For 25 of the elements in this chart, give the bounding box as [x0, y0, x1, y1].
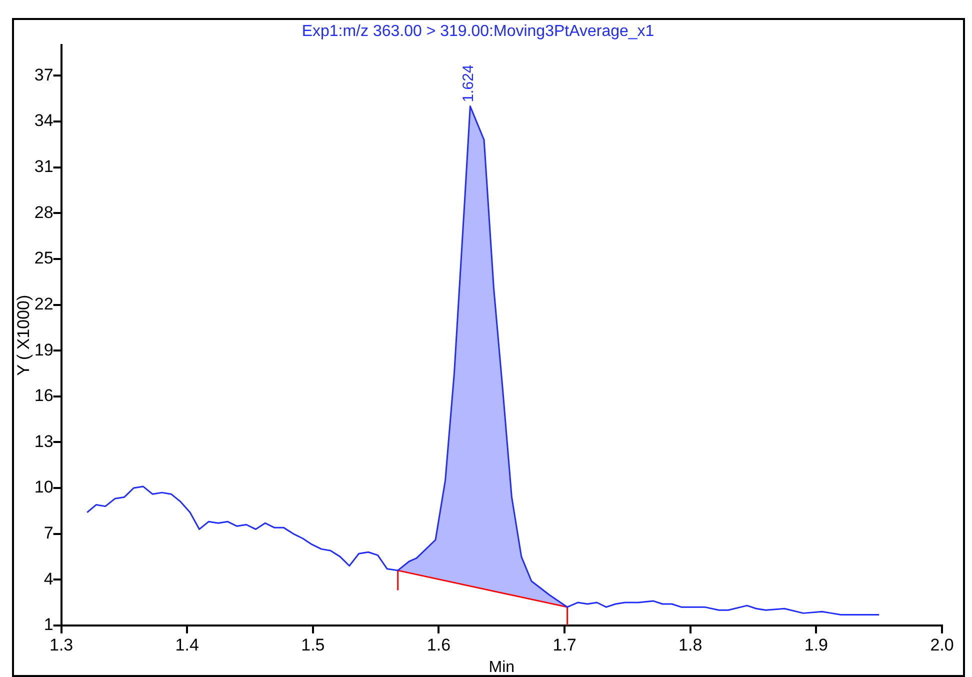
x-tick-label: 1.9: [804, 635, 828, 654]
x-axis-title: Min: [488, 658, 515, 676]
y-tick-label: 25: [34, 248, 54, 268]
y-axis-title: Y ( X1000): [14, 294, 33, 376]
y-tick-label: 1: [44, 615, 54, 634]
x-tick-label: 1.6: [426, 635, 451, 654]
x-tick-label: 1.3: [49, 635, 74, 654]
y-tick-label: 16: [34, 386, 54, 406]
x-tick-label: 2.0: [930, 635, 954, 654]
y-tick-label: 19: [34, 340, 54, 360]
y-tick-label: 13: [34, 432, 54, 451]
x-tick-label: 1.5: [301, 635, 325, 654]
y-tick-label: 31: [34, 157, 54, 176]
y-tick-label: 34: [34, 111, 54, 130]
chart-title: Exp1:m/z 363.00 > 319.00:Moving3PtAverage_x1: [302, 23, 654, 40]
y-tick-label: 7: [44, 523, 54, 542]
x-tick-label: 1.8: [678, 635, 702, 654]
annotation: 1.624: [460, 64, 478, 102]
y-tick-label: 10: [34, 478, 54, 497]
x-tick-label: 1.4: [175, 635, 199, 654]
y-tick-label: 37: [34, 65, 54, 84]
y-tick-label: 28: [34, 202, 54, 222]
y-tick-label: 22: [34, 294, 54, 314]
y-tick-label: 4: [44, 569, 54, 588]
x-tick-label: 1.7: [552, 635, 576, 654]
